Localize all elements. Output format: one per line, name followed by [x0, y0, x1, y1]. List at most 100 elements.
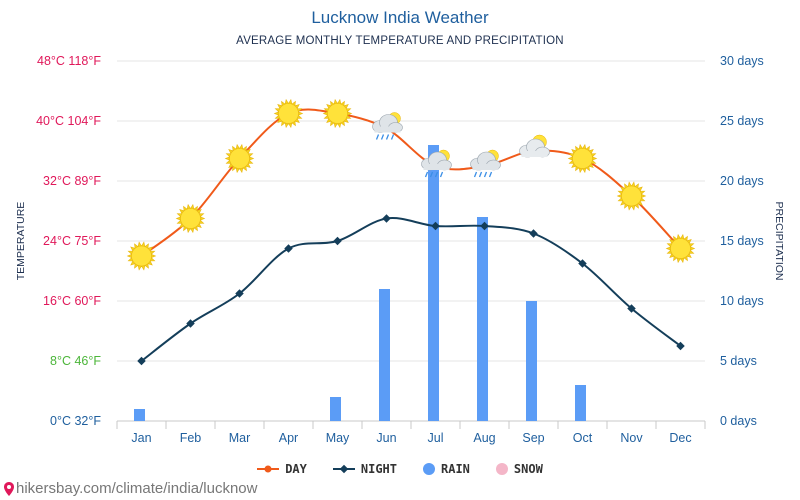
rain-drop	[429, 171, 434, 178]
sun-icon	[224, 143, 255, 174]
night-point	[382, 214, 391, 223]
chart-subtitle: AVERAGE MONTHLY TEMPERATURE AND PRECIPIT…	[236, 35, 564, 47]
x-tick-label-month: Jun	[376, 431, 396, 445]
rain-bar	[134, 409, 145, 421]
cloud-base	[521, 151, 548, 157]
sun-icon	[567, 143, 598, 174]
y-tick-label-temperature: 0°C 32°F	[50, 414, 101, 428]
legend-line-day-icon	[257, 465, 280, 473]
cloud-base	[423, 164, 450, 170]
x-tick-label-month: Dec	[669, 431, 691, 445]
rain-drop	[380, 134, 385, 140]
sun-disc	[180, 208, 201, 229]
x-tick-label-month: May	[326, 431, 350, 445]
sun-icon	[273, 98, 304, 129]
chart-legend: DAY NIGHT RAIN SNOW	[0, 462, 800, 476]
x-tick-label-month: Apr	[279, 431, 298, 445]
sun-disc	[670, 238, 691, 259]
legend-dot-rain-icon	[423, 463, 435, 475]
location-pin-icon	[4, 481, 14, 496]
x-tick-label-month: Jul	[428, 431, 444, 445]
legend-item-day[interactable]: DAY	[257, 462, 307, 476]
legend-label-day: DAY	[285, 462, 307, 476]
rain-drop	[473, 171, 478, 178]
rain-drop	[483, 171, 488, 178]
x-tick-label-month: Nov	[620, 431, 643, 445]
sun-icon	[175, 203, 206, 234]
y-tick-label-precipitation: 10 days	[720, 294, 764, 308]
rain-bar	[575, 385, 586, 421]
x-tick-label-month: Sep	[522, 431, 544, 445]
rain-cloud-icon	[470, 149, 501, 178]
night-line	[140, 217, 682, 362]
y-tick-label-precipitation: 25 days	[720, 114, 764, 128]
footer-link[interactable]: hikersbay.com/climate/india/lucknow	[4, 480, 258, 497]
rain-drop	[488, 171, 493, 178]
rain-drop	[375, 134, 380, 140]
x-tick-label-month: Oct	[573, 431, 593, 445]
y-tick-label-precipitation: 0 days	[720, 414, 757, 428]
y-tick-label-temperature: 16°C 60°F	[43, 294, 101, 308]
y-tick-label-precipitation: 20 days	[720, 174, 764, 188]
rain-drop	[385, 134, 390, 140]
rain-drop	[424, 171, 429, 178]
sun-disc	[327, 103, 348, 124]
sun-icon	[126, 241, 157, 271]
y-tick-label-precipitation: 15 days	[720, 234, 764, 248]
rain-cloud-icon	[421, 149, 452, 178]
sun-disc	[229, 148, 250, 169]
y-tick-label-precipitation: 5 days	[720, 354, 757, 368]
y-axis-title-left: TEMPERATURE	[15, 202, 27, 281]
legend-item-rain[interactable]: RAIN	[423, 462, 470, 476]
rain-bar	[477, 217, 488, 421]
night-point	[137, 356, 146, 366]
rain-drop	[439, 171, 444, 178]
night-point	[627, 304, 636, 313]
night-point	[186, 319, 195, 328]
x-tick-label-month: Feb	[180, 431, 202, 445]
cloud-base	[374, 126, 401, 133]
rain-drop	[434, 171, 439, 178]
night-point	[480, 221, 489, 231]
sun-disc	[572, 148, 593, 169]
y-tick-label-temperature: 8°C 46°F	[50, 354, 101, 368]
rain-drop	[478, 171, 483, 178]
night-point	[676, 341, 685, 351]
rain-bar	[330, 397, 341, 421]
partly-cloudy-icon	[519, 134, 550, 158]
legend-line-night-icon	[332, 464, 355, 474]
legend-item-snow[interactable]: SNOW	[495, 462, 543, 476]
y-tick-label-temperature: 48°C 118°F	[37, 54, 101, 68]
legend-item-night[interactable]: NIGHT	[332, 462, 397, 476]
y-tick-label-temperature: 40°C 104°F	[36, 114, 101, 128]
x-tick-label-month: Mar	[229, 431, 251, 445]
legend-label-rain: RAIN	[441, 462, 470, 476]
y-axis-title-right: PRECIPITATION	[773, 202, 785, 281]
sun-disc	[278, 103, 299, 124]
rain-bar	[526, 301, 537, 421]
day-line	[140, 108, 682, 257]
chart-title: Lucknow India Weather	[311, 8, 489, 27]
sun-icon	[322, 98, 353, 129]
sun-icon	[665, 233, 696, 264]
night-point	[578, 259, 587, 268]
night-point	[284, 244, 293, 253]
sun-disc	[621, 185, 642, 207]
night-point	[529, 229, 538, 238]
rain-cloud-icon	[372, 112, 403, 140]
x-tick-label-month: Jan	[131, 431, 151, 445]
legend-dot-snow-icon	[495, 463, 508, 475]
x-tick-label-month: Aug	[473, 431, 495, 445]
night-point	[235, 289, 244, 298]
sun-icon	[616, 181, 647, 211]
sun-disc	[131, 245, 152, 267]
legend-label-snow: SNOW	[513, 462, 543, 476]
cloud-base	[472, 164, 499, 170]
night-point	[431, 221, 440, 231]
y-tick-label-temperature: 24°C 75°F	[43, 234, 101, 248]
night-point	[333, 236, 342, 246]
rain-drop	[390, 134, 395, 140]
footer-url: hikersbay.com/climate/india/lucknow	[16, 480, 258, 497]
rain-bar	[379, 289, 390, 421]
legend-label-night: NIGHT	[360, 462, 397, 476]
